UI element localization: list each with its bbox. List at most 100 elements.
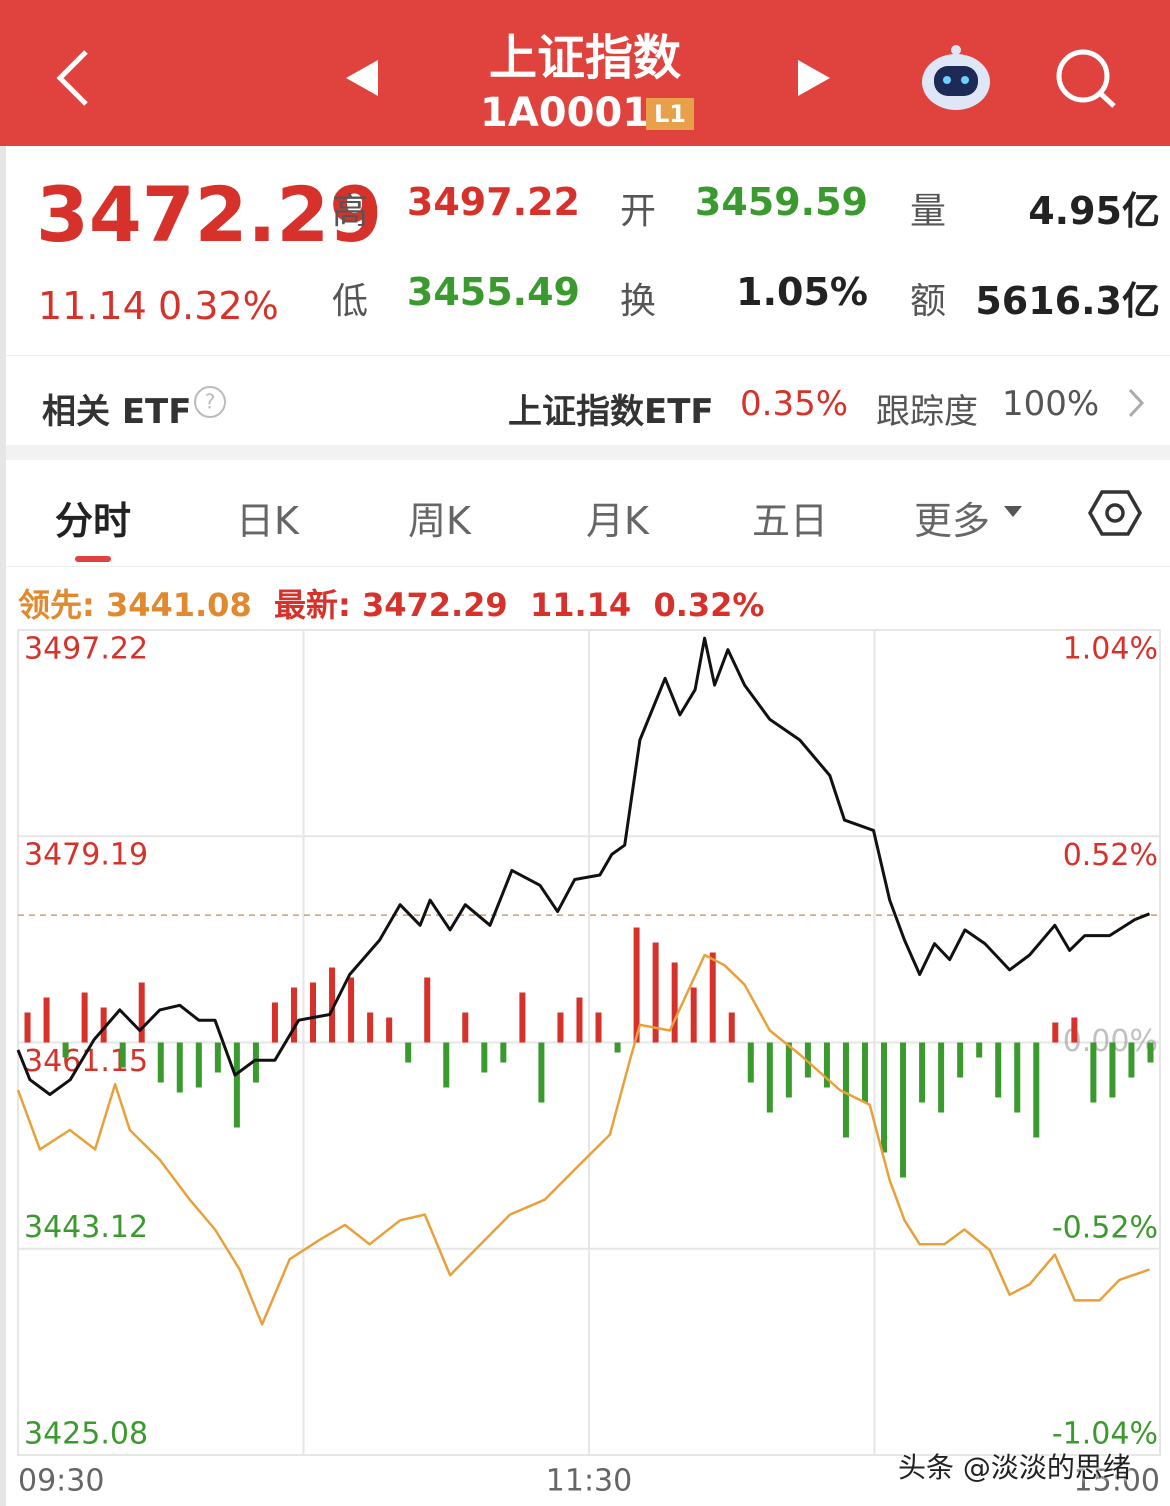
breadth-bar xyxy=(462,1012,469,1043)
field-value: 5616.3亿 xyxy=(975,279,1160,323)
y2-tick-label: 0.52% xyxy=(1063,838,1158,873)
breadth-bar xyxy=(595,1012,602,1043)
tab[interactable]: 分时 xyxy=(55,499,132,543)
breadth-bar xyxy=(938,1042,945,1113)
tab[interactable]: 五日 xyxy=(752,499,829,543)
breadth-bar xyxy=(823,1042,830,1088)
breadth-bar xyxy=(804,1042,811,1078)
tab[interactable]: 周K xyxy=(408,499,471,543)
field-label: 额 xyxy=(910,281,947,322)
leading: 3441.08 xyxy=(105,586,252,624)
breadth-bar xyxy=(614,1042,621,1053)
watermark: 头条 @淡淡的思绪 xyxy=(898,1451,1131,1484)
chart-info: 领先: 3441.08 最新: 3472.29 11.14 0.32% xyxy=(18,580,764,626)
field-value: 3459.59 xyxy=(694,180,868,224)
y-tick-label: 3479.19 xyxy=(24,838,148,873)
more-caret xyxy=(1004,506,1022,517)
search-button[interactable] xyxy=(1056,49,1116,108)
level-badge: L1 xyxy=(646,98,694,130)
breadth-bar xyxy=(81,992,88,1043)
etf-change: 0.35% xyxy=(740,384,849,424)
latest: 3472.29 xyxy=(361,586,508,624)
breadth-bar xyxy=(1109,1042,1116,1098)
breadth-bar xyxy=(119,1042,126,1068)
breadth-bar xyxy=(766,1042,773,1113)
latest-label: 最新: xyxy=(273,586,351,624)
assistant-button[interactable] xyxy=(922,45,990,110)
latest-pct: 0.32% xyxy=(653,586,765,624)
breadth-bar xyxy=(62,1042,69,1058)
field-label: 高 xyxy=(332,191,369,232)
etf-label: 相关 ETF xyxy=(42,392,192,432)
y2-tick-label: -1.04% xyxy=(1052,1417,1158,1452)
breadth-bar xyxy=(424,977,431,1043)
breadth-bar xyxy=(1090,1042,1097,1103)
prev-button[interactable] xyxy=(346,60,378,96)
breadth-bar xyxy=(386,1017,393,1043)
breadth-bar xyxy=(900,1042,907,1178)
breadth-bar xyxy=(138,982,145,1043)
breadth-bar xyxy=(1147,1042,1154,1063)
header: 上证指数 1A0001 L1 xyxy=(0,0,1170,146)
breadth-bar xyxy=(881,1042,888,1153)
y2-tick-label: 1.04% xyxy=(1063,632,1158,667)
y-tick-label: 3425.08 xyxy=(24,1417,148,1452)
svg-text:?: ? xyxy=(205,390,216,414)
latest-change: 11.14 xyxy=(529,586,632,624)
breadth-bar xyxy=(271,1002,278,1043)
tab-indicator xyxy=(75,556,111,562)
tab[interactable]: 日K xyxy=(236,499,299,543)
breadth-bar xyxy=(157,1042,164,1083)
field-label: 低 xyxy=(332,281,369,322)
x-tick-label: 09:30 xyxy=(18,1464,104,1499)
tabs-border xyxy=(6,566,1170,567)
breadth-bar xyxy=(290,987,297,1043)
x-tick-label: 15:00 xyxy=(1074,1464,1160,1499)
breadth-bar xyxy=(24,1012,31,1043)
breadth-bar xyxy=(367,1012,374,1043)
code: 1A0001 xyxy=(480,90,651,136)
breadth-bar xyxy=(519,992,526,1043)
help-icon[interactable]: ? xyxy=(192,384,228,420)
breadth-bar xyxy=(728,1012,735,1043)
field-label: 量 xyxy=(910,191,947,232)
field-value: 3497.22 xyxy=(406,180,580,224)
leading-label: 领先: xyxy=(18,586,95,624)
x-tick-label: 11:30 xyxy=(546,1464,632,1499)
chevron xyxy=(1128,388,1145,418)
breadth-bar xyxy=(861,1042,868,1103)
breadth-bar xyxy=(1014,1042,1021,1113)
breadth-bar xyxy=(557,1012,564,1043)
field-value: 3455.49 xyxy=(406,270,580,314)
y-tick-label: 3461.15 xyxy=(24,1044,148,1079)
breadth-bar xyxy=(671,962,678,1043)
breadth-bar xyxy=(481,1042,488,1073)
title: 上证指数 xyxy=(488,30,681,86)
field-label: 开 xyxy=(620,191,657,232)
breadth-bar xyxy=(443,1042,450,1088)
tab[interactable]: 更多 xyxy=(914,499,991,543)
breadth-bar xyxy=(976,1042,983,1058)
etf-name: 上证指数ETF xyxy=(508,392,714,432)
y-tick-label: 3443.12 xyxy=(24,1210,148,1245)
change: 11.14 xyxy=(38,284,147,328)
next-button[interactable] xyxy=(798,60,830,96)
breadth-bar xyxy=(747,1042,754,1083)
tracking: 100% xyxy=(1002,384,1100,424)
field-value: 4.95亿 xyxy=(1028,189,1160,233)
breadth-bar xyxy=(919,1042,926,1103)
divider xyxy=(6,445,1170,460)
settings-button[interactable] xyxy=(1088,488,1142,538)
back-button[interactable] xyxy=(56,50,88,106)
breadth-bar xyxy=(100,1007,107,1043)
breadth-bar xyxy=(785,1042,792,1098)
etf-row[interactable]: 相关 ETF ? 上证指数ETF 0.35% 跟踪度 100% xyxy=(6,355,1170,446)
tab[interactable]: 月K xyxy=(586,499,649,543)
breadth-bar xyxy=(1071,1017,1078,1043)
edge xyxy=(0,146,6,1506)
breadth-bar xyxy=(709,952,716,1043)
breadth-bar xyxy=(233,1042,240,1128)
breadth-bar xyxy=(348,977,355,1043)
y2-tick-label: -0.52% xyxy=(1052,1210,1158,1245)
breadth-bar xyxy=(500,1042,507,1063)
